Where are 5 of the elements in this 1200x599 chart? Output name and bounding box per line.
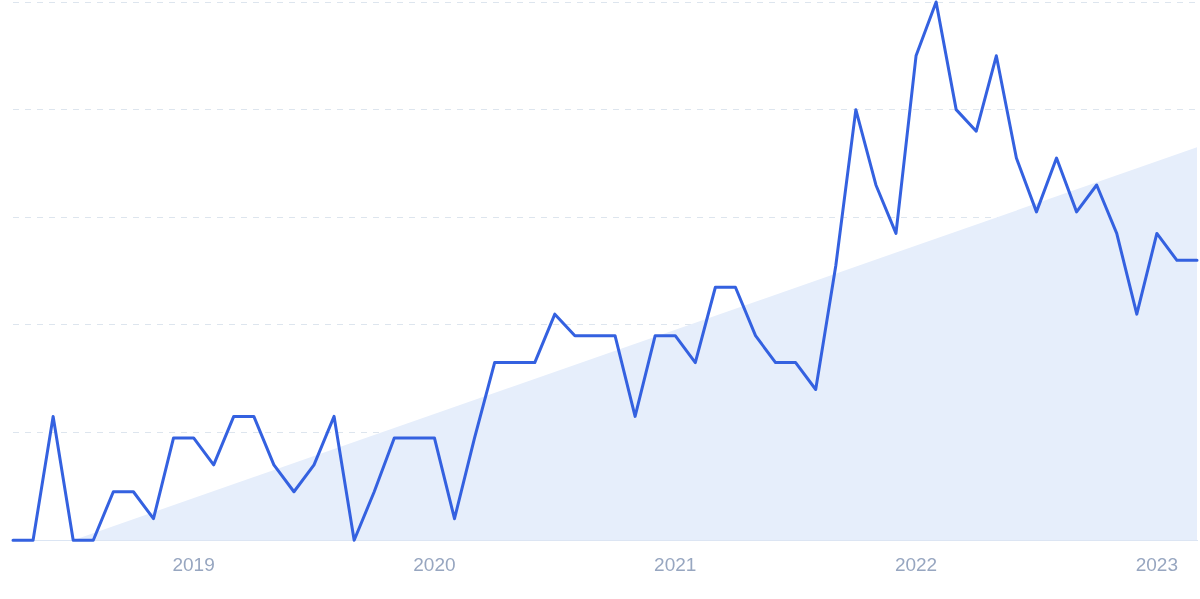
x-tick-label: 2023 xyxy=(1135,553,1179,575)
x-tick-label: 2019 xyxy=(172,553,215,575)
x-tick-label: 2022 xyxy=(894,553,938,575)
x-tick-label: 2020 xyxy=(413,553,456,575)
x-tick-label: 2021 xyxy=(654,553,697,575)
